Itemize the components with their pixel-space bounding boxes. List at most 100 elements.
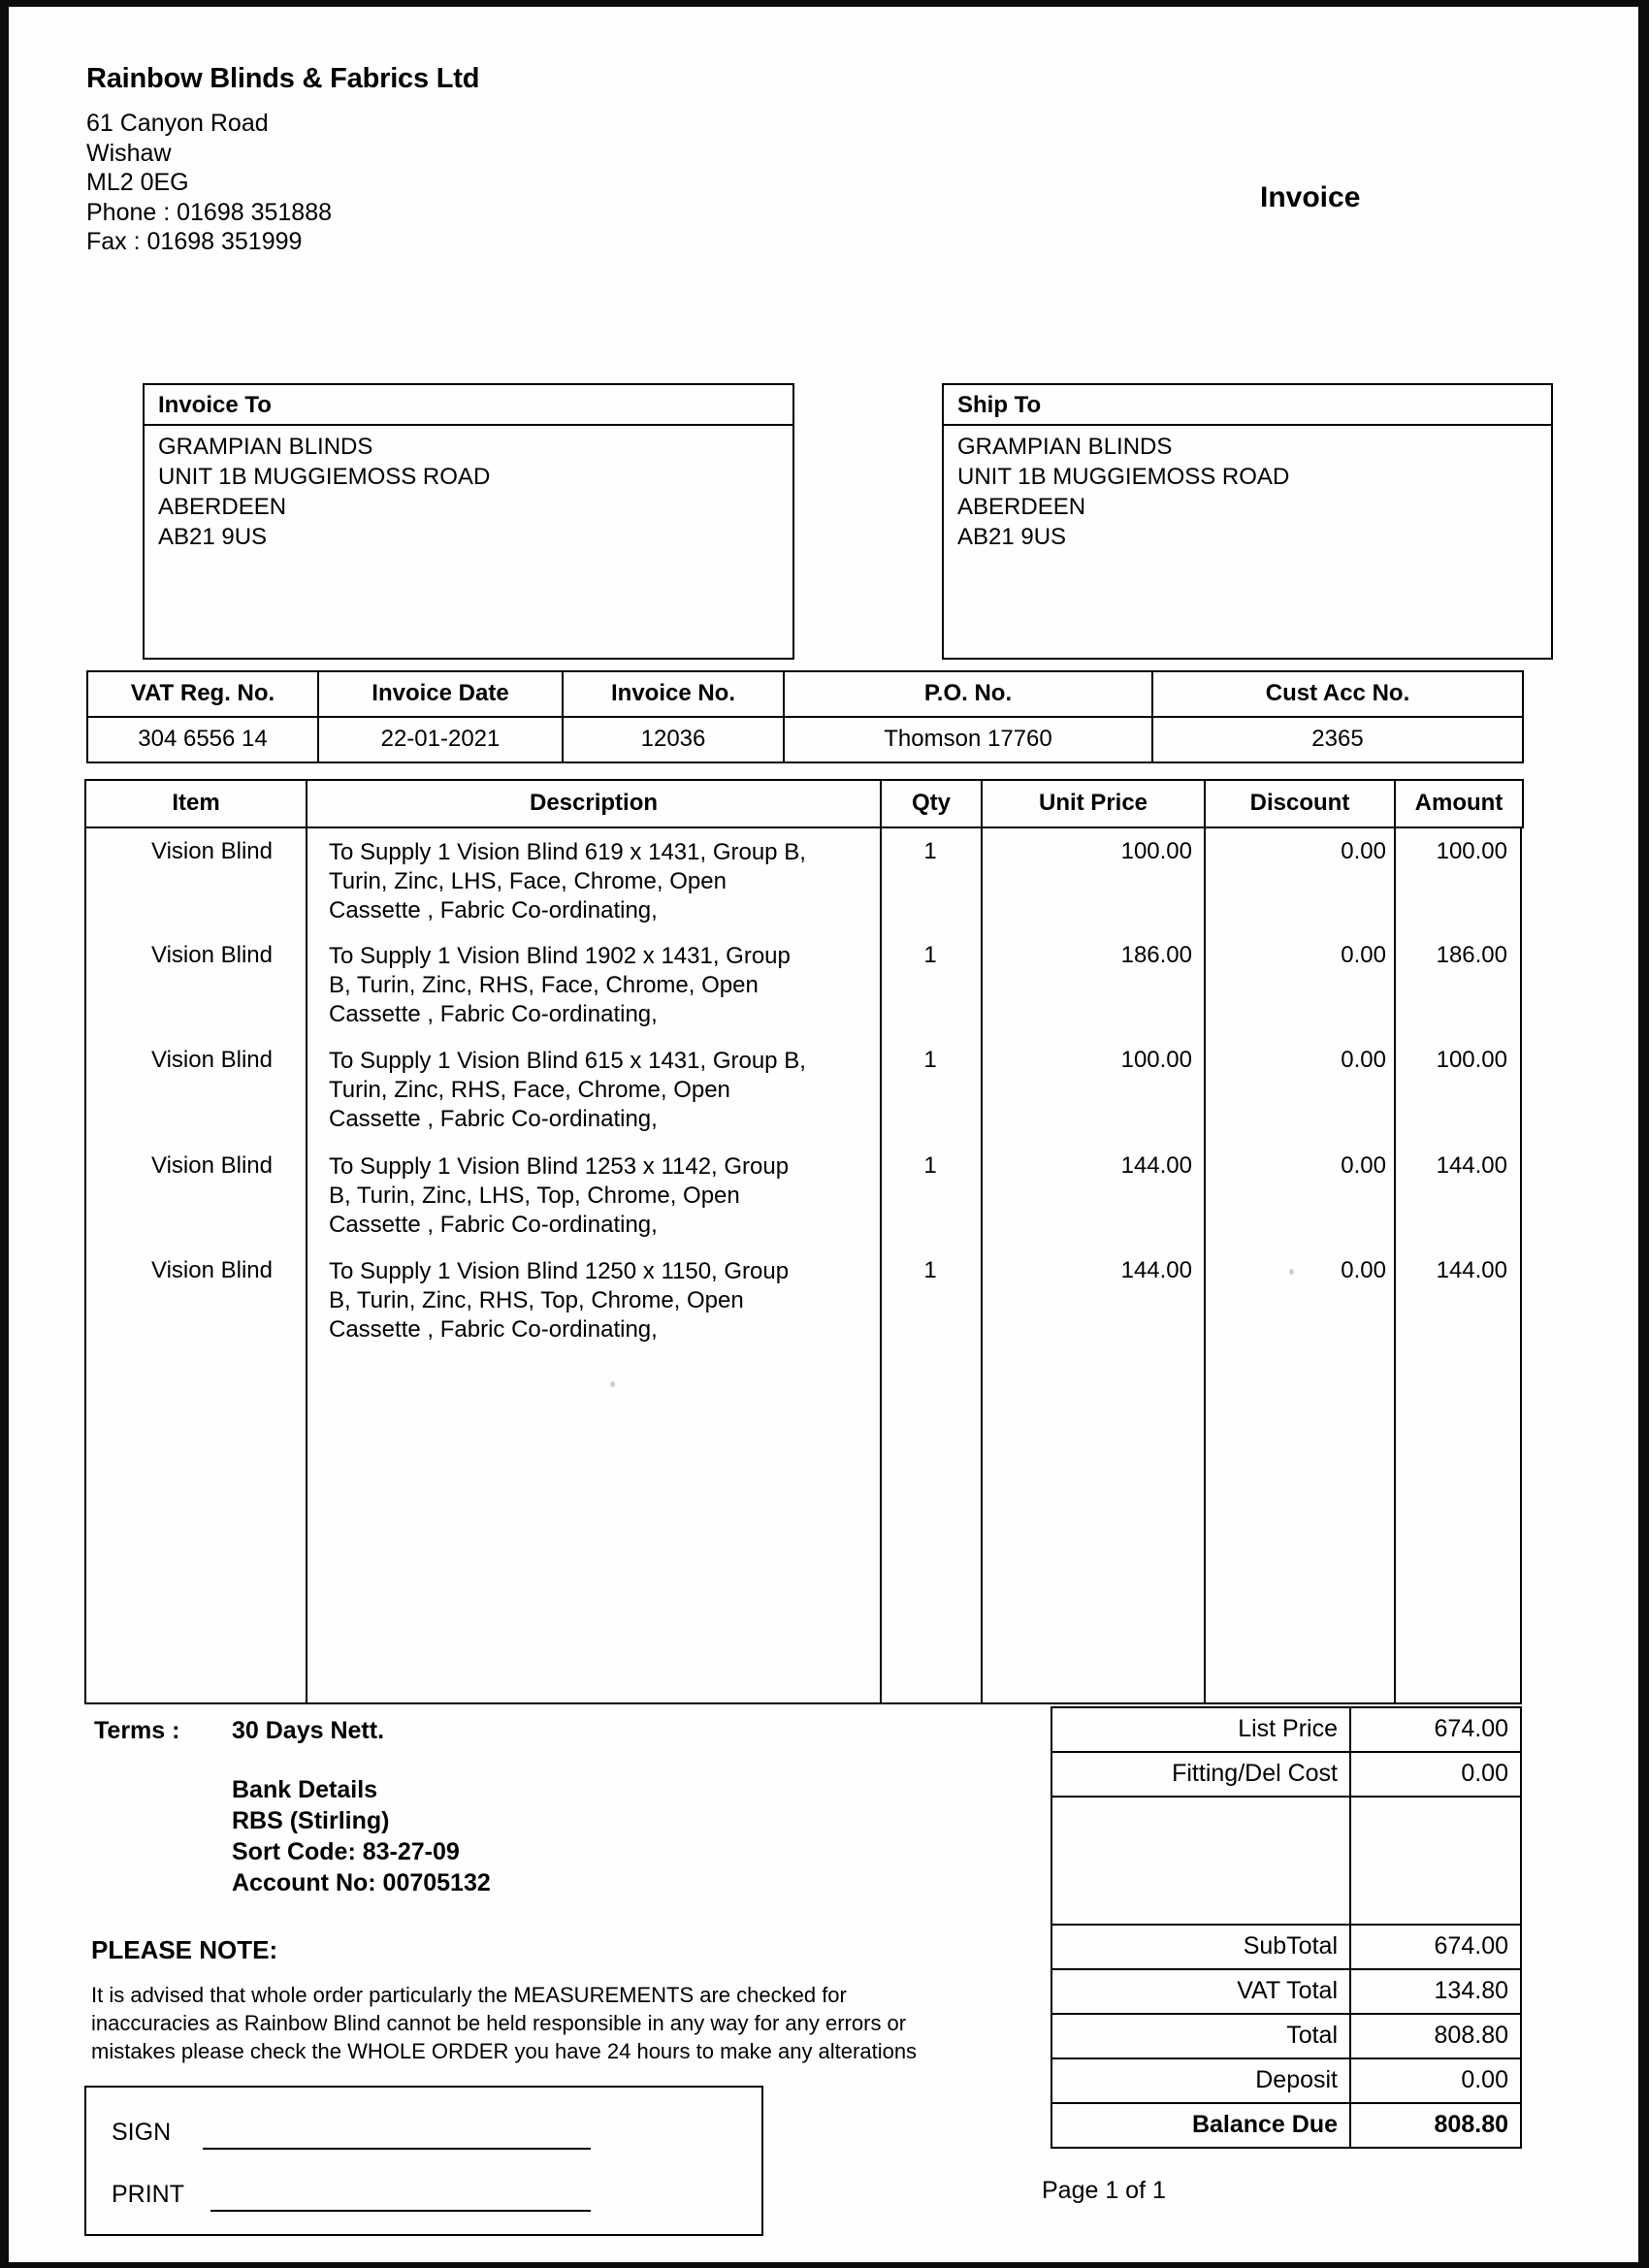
column-divider-discount: [1394, 826, 1396, 1702]
ship-to-box: Ship To GRAMPIAN BLINDS UNIT 1B MUGGIEMO…: [942, 383, 1553, 660]
sign-input-line[interactable]: [203, 2148, 591, 2150]
row-description-line1: To Supply 1 Vision Blind 1250 x 1150, Gr…: [329, 1258, 790, 1284]
total-value: 808.80: [1349, 2013, 1522, 2059]
scan-edge-bottom: [0, 2262, 1649, 2268]
deposit-label: Deposit: [1051, 2057, 1351, 2104]
row-description-line3: Cassette , Fabric Co-ordinating,: [329, 1001, 658, 1027]
row-discount: 0.00: [1341, 1152, 1386, 1179]
vat-total-value: 134.80: [1349, 1968, 1522, 2015]
invoice-info-header-row: VAT Reg. No. Invoice Date Invoice No. P.…: [86, 670, 1524, 718]
row-amount: 100.00: [1436, 838, 1507, 864]
please-note-line1: It is advised that whole order particula…: [91, 1983, 847, 2007]
fitting-value: 0.00: [1349, 1751, 1522, 1798]
value-invoice-date: 22-01-2021: [317, 716, 564, 763]
row-unit-price: 144.00: [1120, 1152, 1192, 1179]
deposit-value: 0.00: [1349, 2057, 1522, 2104]
ship-to-line1: GRAMPIAN BLINDS: [957, 434, 1173, 460]
row-description-line2: B, Turin, Zinc, RHS, Face, Chrome, Open: [329, 972, 759, 998]
sign-label: SIGN: [112, 2119, 172, 2146]
totals-row-total: Total 808.80: [1051, 2013, 1522, 2059]
header-unit-price: Unit Price: [981, 779, 1206, 828]
row-discount: 0.00: [1341, 942, 1386, 968]
totals-row-vat: VAT Total 134.80: [1051, 1968, 1522, 2015]
column-divider-qty: [981, 826, 983, 1702]
invoice-to-line1: GRAMPIAN BLINDS: [158, 434, 373, 460]
row-discount: 0.00: [1341, 838, 1386, 864]
row-qty: 1: [923, 1257, 937, 1283]
totals-row-deposit: Deposit 0.00: [1051, 2057, 1522, 2104]
totals-row-balance-due: Balance Due 808.80: [1051, 2102, 1522, 2149]
vat-total-label: VAT Total: [1051, 1968, 1351, 2015]
row-amount: 186.00: [1436, 942, 1507, 968]
row-description: To Supply 1 Vision Blind 1902 x 1431, Gr…: [329, 942, 872, 1029]
signature-box: SIGN PRINT: [84, 2086, 763, 2236]
subtotal-label: SubTotal: [1051, 1924, 1351, 1970]
row-qty: 1: [923, 838, 937, 864]
row-qty: 1: [923, 1152, 937, 1179]
bank-name: RBS (Stirling): [232, 1807, 390, 1834]
row-description-line3: Cassette , Fabric Co-ordinating,: [329, 897, 658, 923]
ship-to-address: GRAMPIAN BLINDS UNIT 1B MUGGIEMOSS ROAD …: [957, 432, 1545, 552]
column-divider-unit-price: [1204, 826, 1206, 1702]
scan-edge-top: [0, 0, 1649, 7]
total-label: Total: [1051, 2013, 1351, 2059]
row-unit-price: 144.00: [1120, 1257, 1192, 1283]
invoice-to-line2: UNIT 1B MUGGIEMOSS ROAD: [158, 464, 491, 490]
row-description: To Supply 1 Vision Blind 1253 x 1142, Gr…: [329, 1152, 872, 1240]
company-address-line1: 61 Canyon Road: [86, 110, 269, 137]
scan-speck: [1289, 1269, 1294, 1275]
row-qty: 1: [923, 1047, 937, 1073]
line-items-header-row: Item Description Qty Unit Price Discount…: [84, 779, 1524, 828]
totals-row-subtotal: SubTotal 674.00: [1051, 1924, 1522, 1970]
document-title: Invoice: [1260, 181, 1361, 213]
scan-speck: [610, 1381, 615, 1387]
row-amount: 144.00: [1436, 1257, 1507, 1283]
header-description: Description: [306, 779, 882, 828]
company-fax: Fax : 01698 351999: [86, 228, 303, 255]
terms-value: 30 Days Nett.: [232, 1717, 385, 1744]
row-description-line2: B, Turin, Zinc, RHS, Top, Chrome, Open: [329, 1287, 744, 1313]
please-note-line3: mistakes please check the WHOLE ORDER yo…: [91, 2039, 918, 2063]
spacer-cell-right: [1349, 1797, 1522, 1925]
row-unit-price: 186.00: [1120, 942, 1192, 968]
row-description-line2: B, Turin, Zinc, LHS, Top, Chrome, Open: [329, 1183, 740, 1209]
row-description-line1: To Supply 1 Vision Blind 1902 x 1431, Gr…: [329, 943, 791, 969]
row-discount: 0.00: [1341, 1047, 1386, 1073]
header-invoice-date: Invoice Date: [317, 670, 564, 718]
line-items-body: Vision Blind To Supply 1 Vision Blind 61…: [84, 826, 1522, 1704]
please-note-line2: inaccuracies as Rainbow Blind cannot be …: [91, 2011, 907, 2035]
line-items-header-table: Item Description Qty Unit Price Discount…: [84, 779, 1524, 828]
ship-to-line3: ABERDEEN: [957, 494, 1086, 520]
bank-details-title: Bank Details: [232, 1776, 378, 1803]
ship-to-line2: UNIT 1B MUGGIEMOSS ROAD: [957, 464, 1290, 490]
invoice-to-box: Invoice To GRAMPIAN BLINDS UNIT 1B MUGGI…: [143, 383, 794, 660]
list-price-value: 674.00: [1349, 1706, 1522, 1753]
invoice-to-address: GRAMPIAN BLINDS UNIT 1B MUGGIEMOSS ROAD …: [158, 432, 787, 552]
row-item: Vision Blind: [151, 838, 273, 864]
header-item: Item: [84, 779, 307, 828]
value-invoice-no: 12036: [562, 716, 785, 763]
print-input-line[interactable]: [210, 2210, 591, 2212]
invoice-to-title: Invoice To: [145, 385, 792, 426]
please-note-heading: PLEASE NOTE:: [91, 1935, 278, 1964]
row-description: To Supply 1 Vision Blind 619 x 1431, Gro…: [329, 838, 872, 925]
bank-sort-code: Sort Code: 83-27-09: [232, 1838, 460, 1865]
row-description: To Supply 1 Vision Blind 615 x 1431, Gro…: [329, 1047, 872, 1134]
scan-edge-right: [1638, 0, 1649, 2268]
column-divider-item: [306, 826, 307, 1702]
row-unit-price: 100.00: [1120, 1047, 1192, 1073]
print-label: PRINT: [112, 2181, 184, 2208]
header-qty: Qty: [880, 779, 983, 828]
row-item: Vision Blind: [151, 1047, 273, 1073]
column-divider-description: [880, 826, 882, 1702]
totals-table: List Price 674.00 Fitting/Del Cost 0.00 …: [1051, 1706, 1522, 2149]
page-number: Page 1 of 1: [1042, 2177, 1166, 2204]
row-item: Vision Blind: [151, 1152, 273, 1179]
company-address-line2: Wishaw: [86, 139, 172, 167]
totals-row-spacer: [1051, 1797, 1522, 1925]
paper-surface: Rainbow Blinds & Fabrics Ltd 61 Canyon R…: [9, 7, 1638, 2262]
ship-to-line4: AB21 9US: [957, 524, 1067, 550]
row-amount: 100.00: [1436, 1047, 1507, 1073]
company-address: 61 Canyon Road Wishaw ML2 0EG Phone : 01…: [86, 109, 332, 257]
